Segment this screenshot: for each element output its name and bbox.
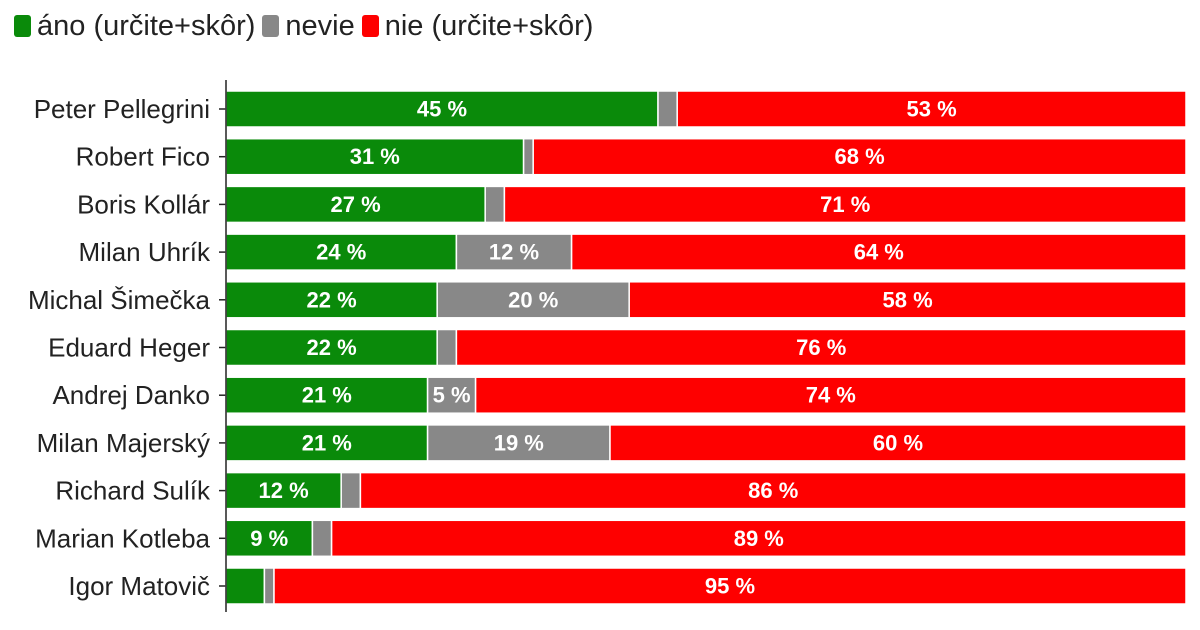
bar-segment <box>455 328 1187 367</box>
data-label: 21 % <box>302 430 352 455</box>
legend: áno (určite+skôr) nevie nie (určite+skôr) <box>14 6 600 46</box>
category-label: Milan Majerský <box>37 428 210 458</box>
data-label: 19 % <box>494 430 544 455</box>
legend-label: nie (určite+skôr) <box>384 9 594 42</box>
category-label: Igor Matovič <box>68 571 210 601</box>
data-label: 5 % <box>433 383 471 408</box>
category-label: Marian Kotleba <box>35 523 210 553</box>
data-label: 60 % <box>873 430 923 455</box>
bar-segment <box>273 567 1187 605</box>
category-label: Eduard Heger <box>48 333 210 363</box>
legend-swatch <box>14 15 31 37</box>
bar-segment <box>426 424 611 462</box>
data-label: 64 % <box>854 240 904 265</box>
bar-segment <box>426 376 477 414</box>
data-label: 12 % <box>489 240 539 265</box>
bar-segment <box>263 567 275 605</box>
bar-segment <box>657 90 678 128</box>
data-label: 22 % <box>307 287 357 312</box>
data-label: 9 % <box>250 526 288 551</box>
data-label: 45 % <box>417 97 467 122</box>
bar-segment <box>330 519 1187 558</box>
legend-item: nevie <box>262 9 355 43</box>
category-label: Robert Fico <box>76 142 210 172</box>
legend-label: áno (určite+skôr) <box>37 9 256 42</box>
bar-segment <box>225 376 429 414</box>
data-label: 58 % <box>883 287 933 312</box>
category-label: Michal Šimečka <box>28 285 211 315</box>
bar-segment <box>359 471 1187 510</box>
category-label: Milan Uhrík <box>79 237 211 267</box>
data-label: 22 % <box>307 335 357 360</box>
data-label: 71 % <box>820 192 870 217</box>
data-label: 27 % <box>331 192 381 217</box>
data-label: 76 % <box>796 335 846 360</box>
data-label: 31 % <box>350 144 400 169</box>
data-label: 53 % <box>907 97 957 122</box>
data-label: 21 % <box>302 383 352 408</box>
legend-item: nie (určite+skôr) <box>361 9 594 43</box>
data-label: 95 % <box>705 574 755 599</box>
bar-segment <box>225 137 525 176</box>
category-label: Boris Kollár <box>77 189 210 219</box>
bar-segment <box>225 424 429 462</box>
bar-segment <box>311 519 333 558</box>
data-label: 68 % <box>835 144 885 169</box>
bar-segment <box>455 233 573 271</box>
bar-segment <box>340 471 362 510</box>
bar-segment <box>503 185 1187 224</box>
bar-segment <box>628 281 1187 319</box>
bar-segment <box>676 90 1187 128</box>
data-label: 89 % <box>734 526 784 551</box>
bar-segment <box>609 424 1187 462</box>
bar-segment <box>436 281 630 319</box>
bar-segment <box>532 137 1187 176</box>
legend-item: áno (určite+skôr) <box>14 10 255 43</box>
bar-segment <box>570 233 1187 271</box>
data-label: 86 % <box>748 478 798 503</box>
data-label: 74 % <box>806 383 856 408</box>
legend-label: nevie <box>285 9 355 42</box>
category-label: Peter Pellegrini <box>34 94 210 124</box>
bar-segment <box>225 471 342 510</box>
data-label: 20 % <box>508 287 558 312</box>
bar-segment <box>225 281 438 319</box>
legend-swatch <box>361 15 379 37</box>
legend-swatch <box>262 15 280 37</box>
bar-segment <box>225 567 266 605</box>
category-label: Richard Sulík <box>55 476 211 506</box>
bar-segment <box>484 185 506 224</box>
category-label: Andrej Danko <box>52 380 210 410</box>
bar-segment <box>522 137 534 176</box>
bar-segment <box>436 328 458 367</box>
data-label: 24 % <box>316 240 366 265</box>
data-label: 12 % <box>259 478 309 503</box>
bar-segment <box>474 376 1187 414</box>
bar-segment <box>225 328 438 367</box>
